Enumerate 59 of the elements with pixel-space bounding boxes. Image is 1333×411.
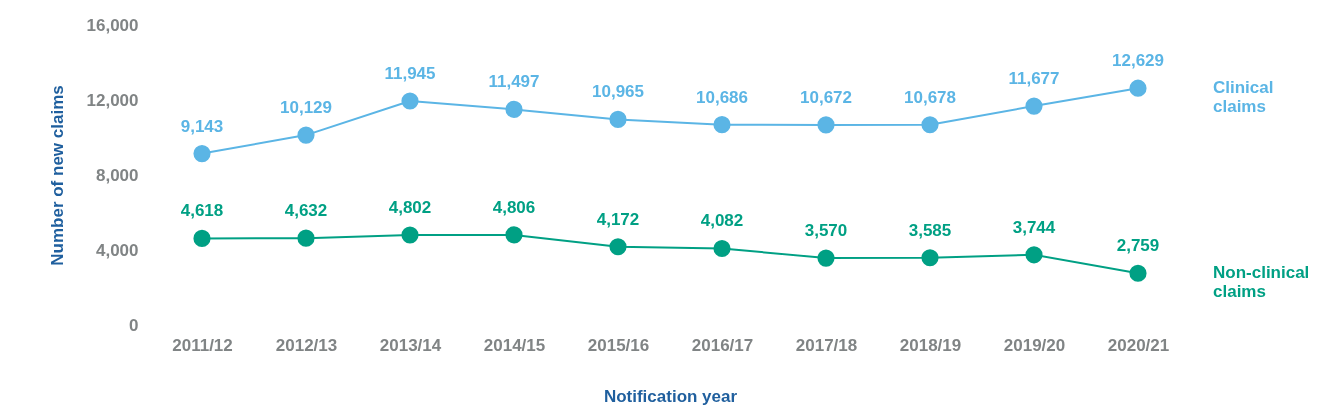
- x-tick-label: 2016/17: [691, 335, 754, 355]
- data-label: 4,632: [284, 201, 328, 221]
- point: [1129, 79, 1147, 97]
- x-tick-label: 2013/14: [379, 335, 442, 355]
- data-label: 11,497: [488, 72, 540, 92]
- point: [921, 116, 939, 134]
- data-label: 11,945: [384, 64, 436, 84]
- data-label: 10,965: [592, 82, 644, 102]
- point: [713, 116, 731, 134]
- point: [609, 110, 627, 128]
- point: [505, 226, 523, 244]
- point: [401, 92, 419, 110]
- data-label: 9,143: [180, 116, 224, 136]
- y-tick-label: 16,000: [86, 15, 139, 35]
- data-label: 10,129: [280, 98, 332, 118]
- y-axis-title: Number of new claims: [47, 85, 67, 266]
- y-tick-label: 4,000: [95, 240, 139, 260]
- data-label: 12,629: [1112, 51, 1164, 71]
- point: [1025, 97, 1043, 115]
- x-tick-label: 2014/15: [483, 335, 546, 355]
- point: [297, 229, 315, 247]
- point: [713, 239, 731, 258]
- y-tick-label: 0: [129, 315, 139, 335]
- point: [921, 249, 939, 267]
- point: [505, 100, 523, 118]
- data-label: 4,802: [388, 197, 432, 217]
- point: [401, 226, 419, 244]
- data-label: 3,744: [1012, 217, 1056, 237]
- point: [297, 126, 315, 144]
- x-tick-label: 2017/18: [795, 335, 858, 355]
- x-tick-label: 2020/21: [1107, 335, 1170, 355]
- x-tick-label: 2019/20: [1003, 335, 1066, 355]
- x-tick-label: 2015/16: [587, 335, 650, 355]
- data-label: 10,686: [696, 87, 748, 107]
- y-tick-label: 8,000: [95, 165, 139, 185]
- x-tick-label: 2012/13: [275, 335, 338, 355]
- data-label: 11,677: [1008, 69, 1060, 89]
- data-label: 10,672: [800, 87, 852, 107]
- y-tick-label: 12,000: [86, 90, 139, 110]
- point: [193, 229, 211, 247]
- point: [1025, 246, 1043, 264]
- point: [817, 116, 835, 134]
- point: [1129, 264, 1147, 282]
- data-label: 10,678: [904, 87, 956, 107]
- point: [193, 145, 211, 163]
- point: [817, 249, 835, 267]
- data-label: 4,618: [180, 201, 224, 221]
- x-tick-label: 2011/12: [172, 335, 233, 355]
- x-tick-label: 2018/19: [899, 335, 962, 355]
- data-label: 4,806: [492, 197, 536, 217]
- text: Clinical claims: [1213, 78, 1274, 117]
- data-label: 4,082: [700, 211, 744, 231]
- data-label: 3,570: [804, 221, 848, 241]
- point: [609, 238, 627, 256]
- x-axis-title: Notification year: [603, 386, 738, 406]
- text: Non-clinical claims: [1213, 263, 1310, 302]
- data-label: 3,585: [908, 220, 952, 240]
- data-label: 2,759: [1116, 236, 1160, 256]
- data-label: 4,172: [596, 209, 640, 229]
